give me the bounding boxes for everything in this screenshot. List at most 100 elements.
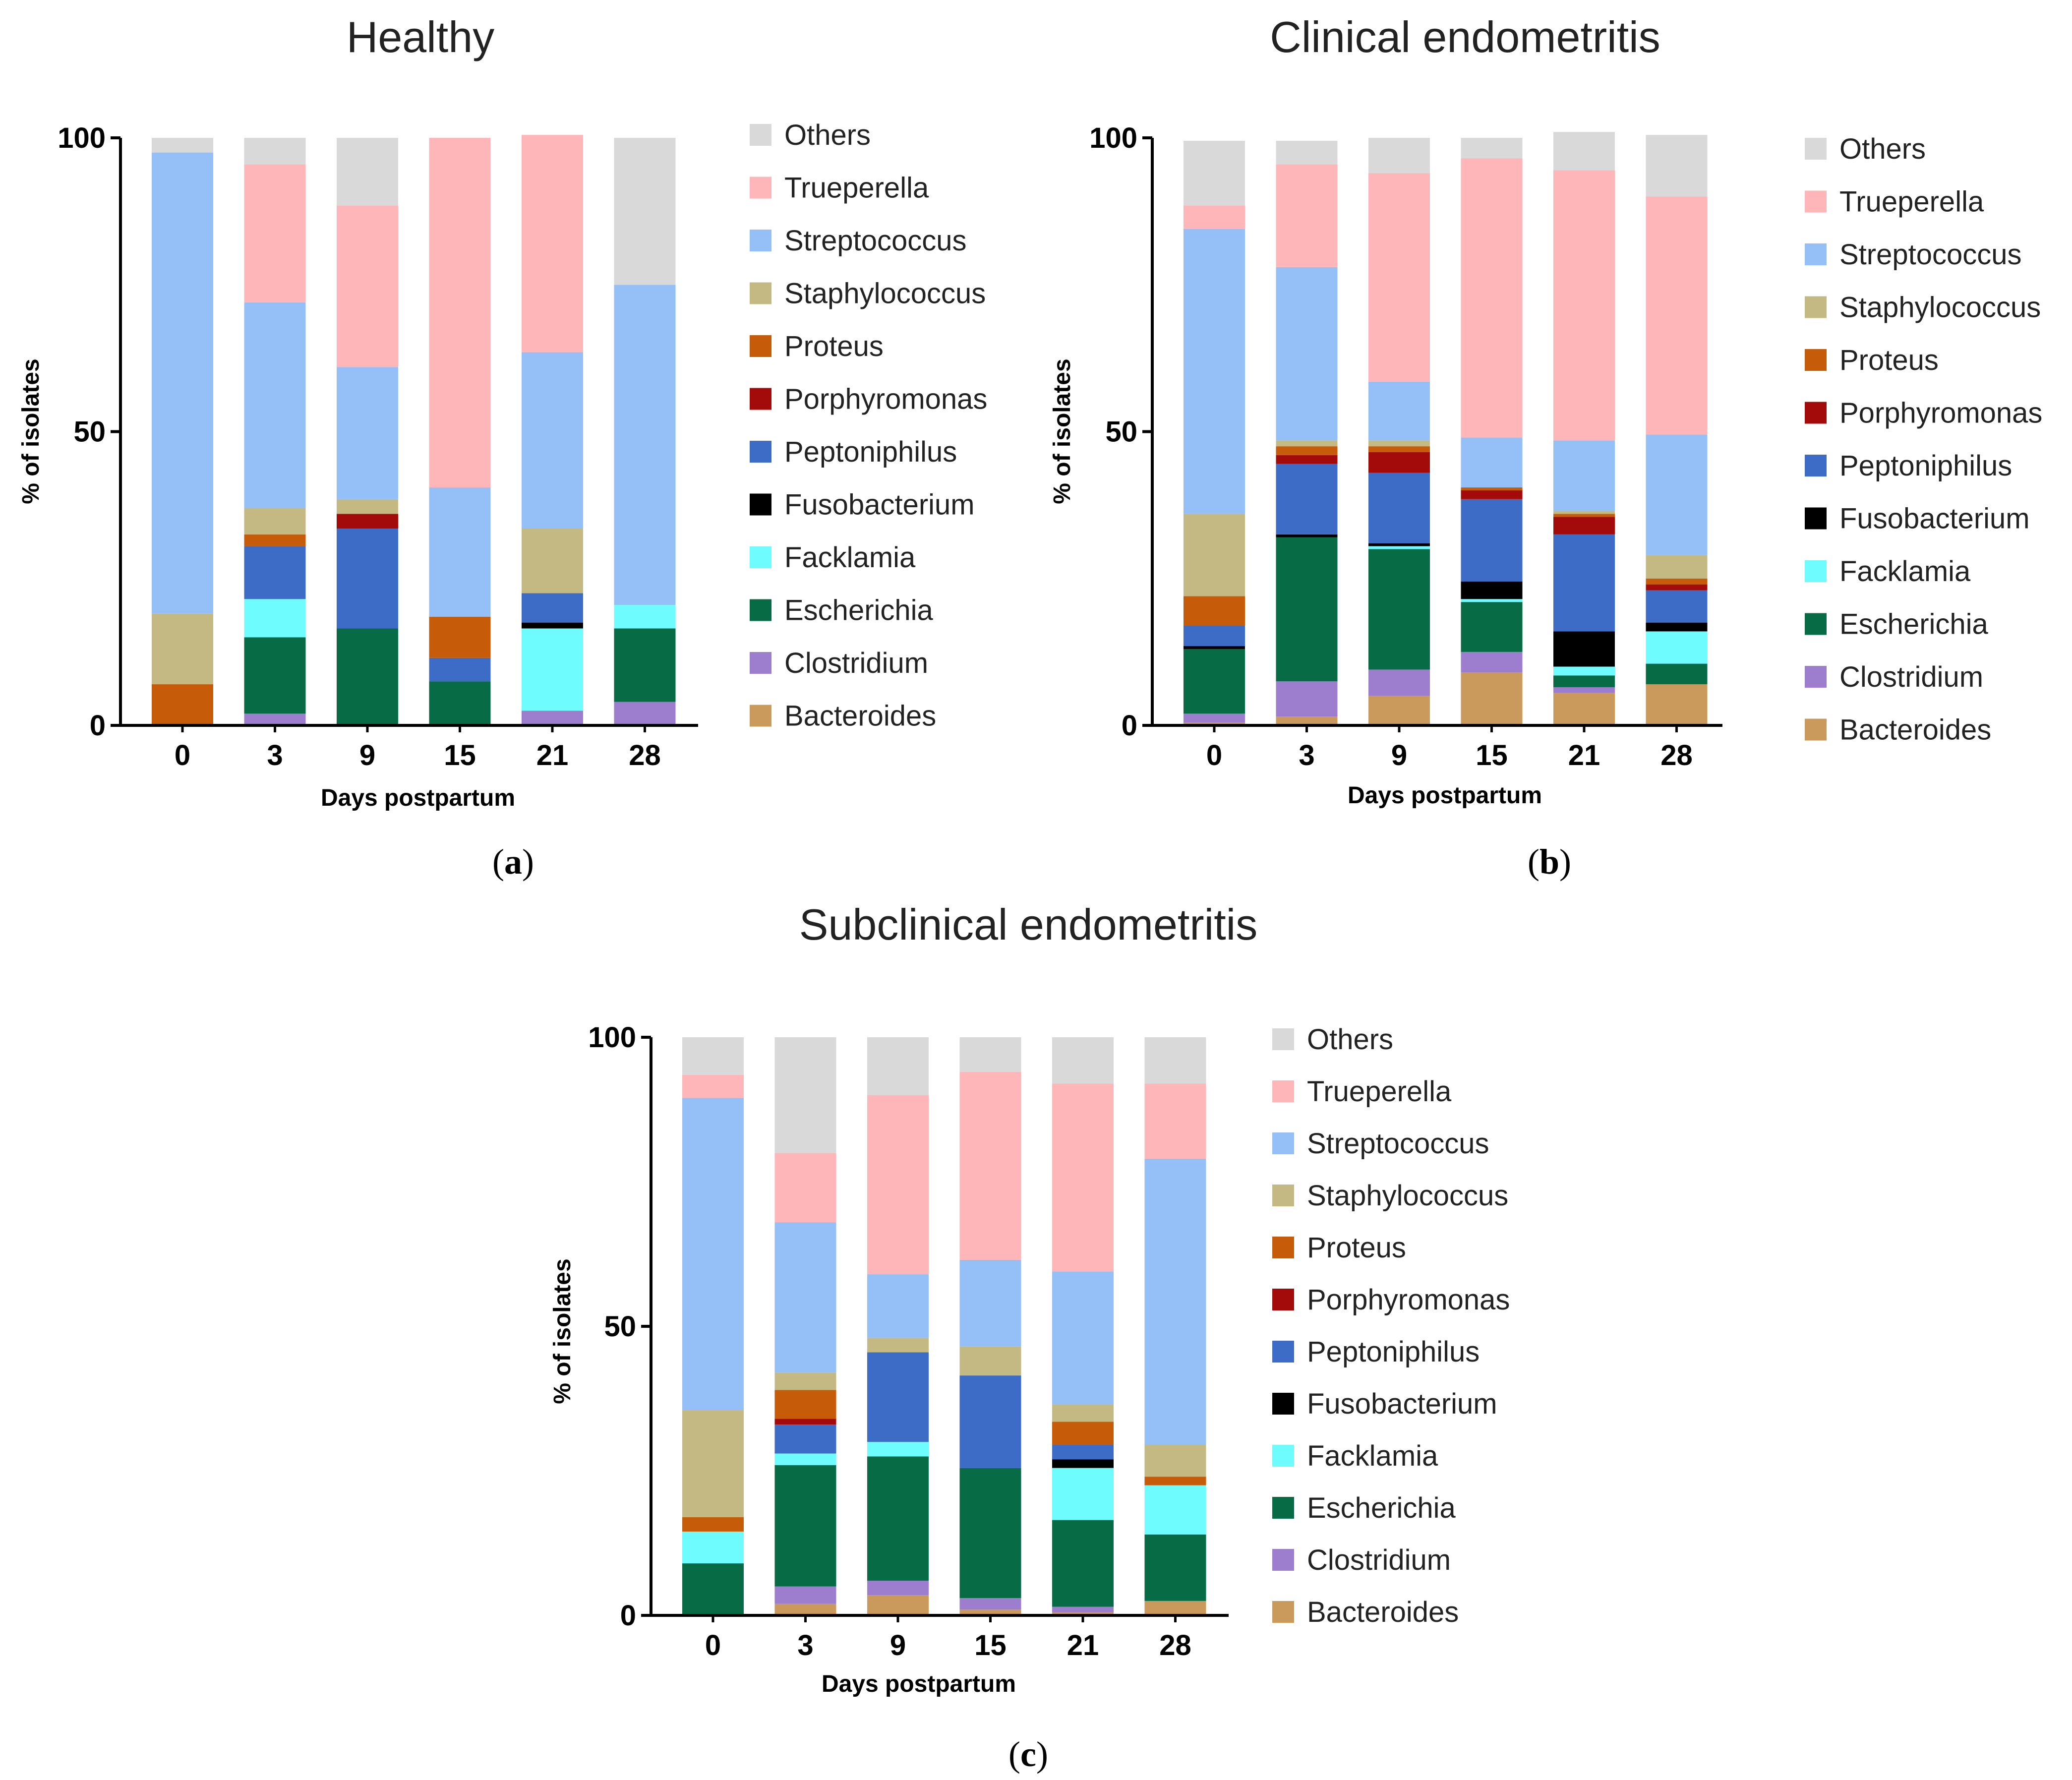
bar-segment-facklamia-day-9 <box>867 1442 929 1457</box>
bar-segment-facklamia-day-28 <box>1646 631 1708 664</box>
bar-segment-others-day-0 <box>1184 140 1245 206</box>
x-tick-label: 3 <box>1299 739 1314 771</box>
bar-segment-facklamia-day-21 <box>522 628 583 711</box>
bar-segment-bacteroides-day-3 <box>774 1603 836 1615</box>
bar-segment-streptococcus-day-21 <box>1052 1271 1114 1405</box>
bar-segment-trueperella-day-28 <box>1646 196 1708 435</box>
legend-swatch-staphylococcus <box>1272 1185 1294 1206</box>
x-axis-title: Days postpartum <box>321 785 515 811</box>
bar-segment-escherichia-day-9 <box>337 628 398 725</box>
bar-segment-escherichia-day-21 <box>1553 675 1615 687</box>
x-tick-label: 28 <box>1660 739 1693 771</box>
legend-swatch-porphyromonas <box>750 388 771 410</box>
bar-segment-staphylococcus-day-9 <box>867 1338 929 1353</box>
y-axis-title: % of isolates <box>549 1258 576 1404</box>
bar-segment-porphyromonas-day-3 <box>1276 455 1338 464</box>
legend-swatch-bacteroides <box>1272 1601 1294 1623</box>
bar-segment-clostridium-day-9 <box>867 1581 929 1596</box>
bar-segment-clostridium-day-28 <box>614 702 676 725</box>
bar-segment-peptoniphilus-day-3 <box>1276 464 1338 534</box>
chart-panel-b: Clinical endometritis 0 3 9 15 21 28 0 50 100 Days… <box>1049 12 2042 882</box>
bar-segment-clostridium-day-15 <box>1461 652 1523 673</box>
bar-segment-proteus-day-3 <box>244 534 306 546</box>
legend-swatch-others <box>750 124 771 146</box>
x-tick-label: 28 <box>629 739 661 771</box>
bar-segment-others-day-0 <box>682 1037 744 1075</box>
y-axis-title: % of isolates <box>18 358 44 504</box>
bar-segment-others-day-3 <box>244 138 306 165</box>
legend-swatch-peptoniphilus <box>1272 1341 1294 1363</box>
bar-segment-staphylococcus-day-21 <box>1553 511 1615 514</box>
bar-segment-staphylococcus-day-21 <box>522 529 583 593</box>
bar-segment-escherichia-day-9 <box>867 1456 929 1581</box>
bar-segment-proteus-day-0 <box>682 1517 744 1532</box>
legend-label-escherichia: Escherichia <box>1839 608 1989 641</box>
bar-segment-peptoniphilus-day-9 <box>337 529 398 629</box>
bar-segment-streptococcus-day-15 <box>959 1259 1021 1347</box>
bar-segment-staphylococcus-day-3 <box>1276 440 1338 447</box>
legend-swatch-others <box>1272 1028 1294 1050</box>
bar-segment-escherichia-day-3 <box>774 1465 836 1587</box>
legend-label-trueperella: Trueperella <box>1307 1075 1452 1108</box>
bar-segment-trueperella-day-28 <box>1144 1083 1206 1159</box>
bar-segment-bacteroides-day-9 <box>1368 696 1430 725</box>
y-tick-label: 0 <box>620 1600 636 1632</box>
bar-segment-peptoniphilus-day-3 <box>244 546 306 599</box>
bar-segment-trueperella-day-3 <box>1276 164 1338 267</box>
bar-segment-peptoniphilus-day-15 <box>959 1375 1021 1468</box>
bar-segment-facklamia-day-3 <box>774 1453 836 1465</box>
bar-segment-peptoniphilus-day-21 <box>522 593 583 623</box>
bar-segment-bacteroides-day-9 <box>867 1595 929 1615</box>
legend-swatch-porphyromonas <box>1272 1289 1294 1310</box>
bar-segment-escherichia-day-15 <box>1461 602 1523 652</box>
x-tick-label: 21 <box>1568 739 1600 771</box>
bar-segment-staphylococcus-day-9 <box>337 499 398 514</box>
y-axis-title: % of isolates <box>1049 358 1075 504</box>
bar-segment-escherichia-day-28 <box>614 628 676 702</box>
legend-label-streptococcus: Streptococcus <box>1307 1127 1489 1160</box>
bar-segment-others-day-28 <box>1144 1037 1206 1084</box>
bar-segment-streptococcus-day-3 <box>1276 267 1338 441</box>
legend-swatch-streptococcus <box>750 230 771 251</box>
legend-swatch-porphyromonas <box>1805 402 1827 424</box>
bar-segment-escherichia-day-28 <box>1646 663 1708 685</box>
x-tick-label: 9 <box>1391 739 1407 771</box>
x-tick-label: 0 <box>175 739 190 771</box>
bar-segment-trueperella-day-15 <box>959 1071 1021 1260</box>
x-tick-label: 15 <box>1476 739 1508 771</box>
legend-swatch-bacteroides <box>1805 718 1827 741</box>
bar-segment-fusobacterium-day-15 <box>1461 581 1523 599</box>
legend-label-escherichia: Escherichia <box>784 594 934 627</box>
y-tick-label: 100 <box>58 122 106 154</box>
bar-segment-facklamia-day-21 <box>1553 666 1615 676</box>
bar-segment-bacteroides-day-28 <box>1144 1601 1206 1615</box>
bar-segment-proteus-day-0 <box>152 684 213 725</box>
bar-segment-escherichia-day-3 <box>244 637 306 714</box>
chart-title: Subclinical endometritis <box>799 900 1257 949</box>
legend-swatch-trueperella <box>750 177 771 199</box>
bar-segment-trueperella-day-21 <box>522 135 583 353</box>
bar-segment-trueperella-day-15 <box>1461 158 1523 438</box>
legend-label-staphylococcus: Staphylococcus <box>784 278 986 310</box>
legend-label-proteus: Proteus <box>784 330 884 362</box>
bar-segment-staphylococcus-day-0 <box>1184 514 1245 596</box>
legend-label-fusobacterium: Fusobacterium <box>1307 1388 1497 1420</box>
bar-segment-escherichia-day-15 <box>429 681 491 725</box>
bar-segment-clostridium-day-0 <box>1184 713 1245 723</box>
bar-segment-trueperella-day-9 <box>867 1095 929 1275</box>
bar-segment-staphylococcus-day-21 <box>1052 1404 1114 1422</box>
x-axis-title: Days postpartum <box>822 1671 1016 1697</box>
bar-segment-proteus-day-21 <box>1553 514 1615 517</box>
legend: Others Trueperella Streptococcus Staphyloco… <box>750 119 987 732</box>
bar-segment-peptoniphilus-day-9 <box>1368 473 1430 543</box>
bar-segment-others-day-0 <box>152 138 213 153</box>
bar-segment-fusobacterium-day-3 <box>1276 534 1338 537</box>
bar-segment-facklamia-day-28 <box>1144 1485 1206 1535</box>
x-tick-label: 3 <box>267 739 283 771</box>
legend-label-bacteroides: Bacteroides <box>1839 714 1991 746</box>
legend-label-facklamia: Facklamia <box>784 541 916 574</box>
bar-segment-staphylococcus-day-3 <box>774 1372 836 1390</box>
bar-segment-bacteroides-day-28 <box>1646 684 1708 725</box>
bar-segment-others-day-9 <box>1368 138 1430 174</box>
legend-swatch-fusobacterium <box>1272 1393 1294 1415</box>
